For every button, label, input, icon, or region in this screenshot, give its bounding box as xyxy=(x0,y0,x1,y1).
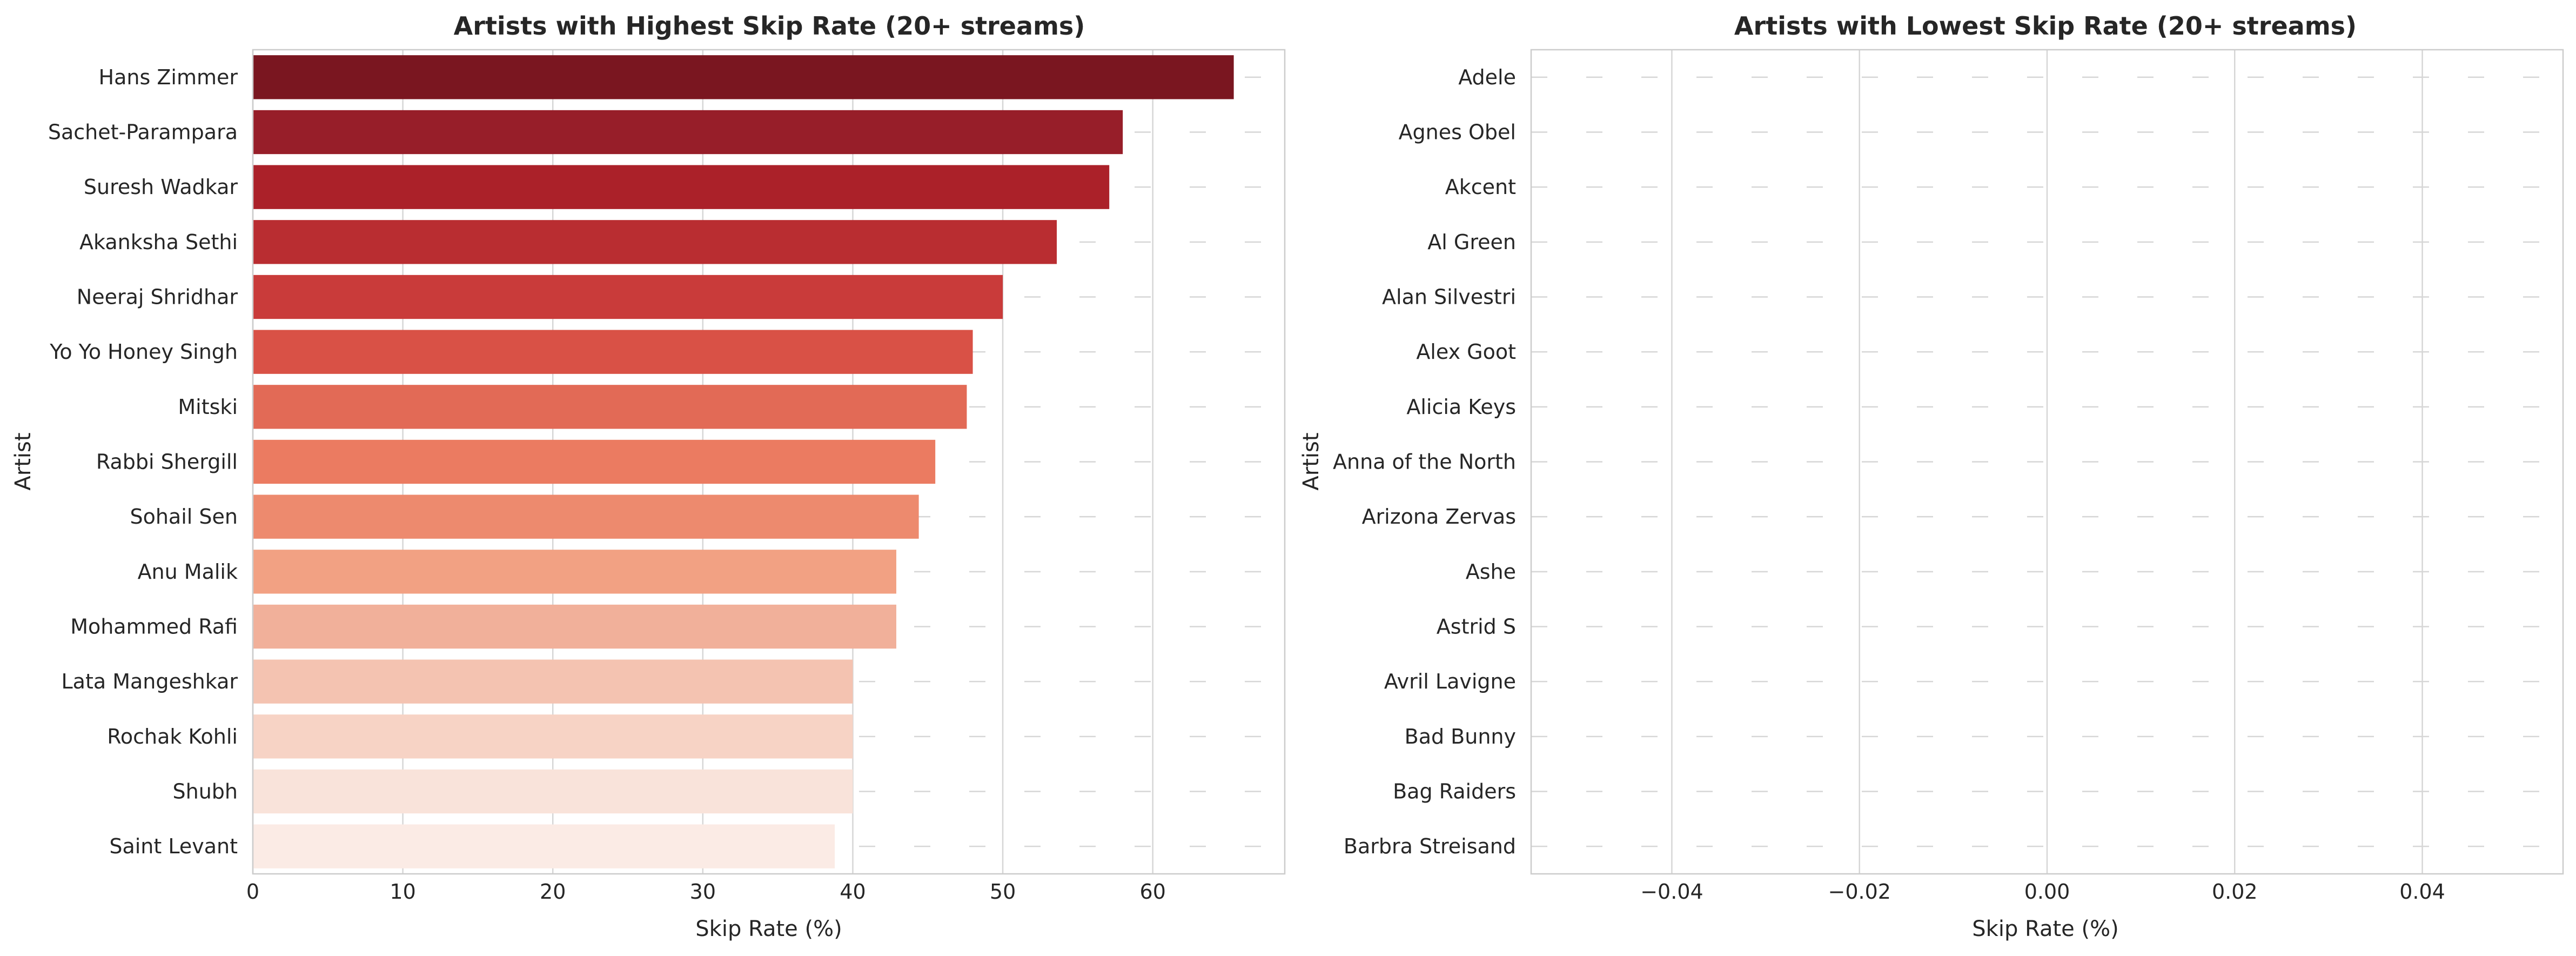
bar xyxy=(253,330,973,374)
bar xyxy=(253,824,835,868)
x-tick-label: −0.02 xyxy=(1828,880,1891,904)
x-tick-label: 50 xyxy=(990,880,1016,904)
y-tick-label: Alan Silvestri xyxy=(1382,285,1516,309)
bar xyxy=(253,110,1123,155)
y-tick-label: Alex Goot xyxy=(1416,340,1516,364)
y-tick-label: Bag Raiders xyxy=(1393,780,1516,804)
bar xyxy=(253,604,896,649)
x-tick-label: 10 xyxy=(390,880,415,904)
bar xyxy=(253,385,967,429)
chart-title: Artists with Highest Skip Rate (20+ stre… xyxy=(454,11,1085,41)
y-tick-label: Suresh Wadkar xyxy=(84,175,238,199)
y-tick-label: Anu Malik xyxy=(138,560,238,584)
y-tick-labels: Hans Zimmer Sachet-Parampara Suresh Wadkar… xyxy=(48,65,238,858)
x-tick-label: 40 xyxy=(840,880,866,904)
y-tick-label: Akcent xyxy=(1445,175,1516,199)
bar xyxy=(253,494,919,539)
y-tick-label: Alicia Keys xyxy=(1406,395,1516,419)
bar xyxy=(253,275,1003,319)
plot-frame xyxy=(1530,49,2564,875)
bar xyxy=(253,55,1234,99)
y-tick-label: Neeraj Shridhar xyxy=(77,285,238,309)
y-tick-label: Barbra Streisand xyxy=(1344,834,1516,858)
plot-frame xyxy=(252,49,1286,875)
y-tick-labels: Adele Agnes Obel Akcent Al Green Alan Silves… xyxy=(1333,65,1516,858)
y-tick-label: Anna of the North xyxy=(1333,450,1516,474)
bar xyxy=(253,439,936,484)
y-axis-label: Artist xyxy=(11,432,36,490)
x-tick-label: 30 xyxy=(690,880,716,904)
x-tick-labels: 0 10 20 30 40 50 60 xyxy=(246,880,1166,904)
x-tick-label: 60 xyxy=(1140,880,1166,904)
x-tick-label: 0.02 xyxy=(2212,880,2258,904)
y-tick-label: Rochak Kohli xyxy=(107,725,238,748)
y-tick-label: Arizona Zervas xyxy=(1362,505,1516,529)
y-tick-label: Hans Zimmer xyxy=(99,65,238,89)
y-tick-label: Shubh xyxy=(173,780,238,804)
chart-title: Artists with Lowest Skip Rate (20+ strea… xyxy=(1734,11,2357,41)
y-tick-label: Avril Lavigne xyxy=(1384,670,1516,693)
y-tick-label: Al Green xyxy=(1427,230,1516,254)
y-tick-label: Bad Bunny xyxy=(1405,725,1516,748)
y-tick-label: Rabbi Shergill xyxy=(96,450,238,474)
lowest-skip-rate-chart: Artists with Lowest Skip Rate (20+ strea… xyxy=(1299,11,2564,941)
bar xyxy=(253,220,1057,264)
x-axis-label: Skip Rate (%) xyxy=(1972,917,2118,941)
bar xyxy=(253,659,853,704)
x-tick-label: 0.00 xyxy=(2024,880,2070,904)
y-tick-label: Sohail Sen xyxy=(130,505,238,529)
y-tick-label: Lata Mangeshkar xyxy=(61,670,238,693)
y-tick-label: Akanksha Sethi xyxy=(79,230,238,254)
gridlines xyxy=(1531,50,2563,874)
bar xyxy=(253,714,853,759)
bars xyxy=(253,55,1234,868)
bar xyxy=(253,550,896,594)
bar xyxy=(253,165,1110,209)
y-tick-label: Sachet-Parampara xyxy=(48,121,238,144)
x-tick-label: −0.04 xyxy=(1640,880,1703,904)
y-axis-label: Artist xyxy=(1299,432,1324,490)
y-tick-label: Yo Yo Honey Singh xyxy=(49,340,238,364)
y-tick-label: Ashe xyxy=(1466,560,1516,584)
x-tick-label: 0 xyxy=(246,880,259,904)
x-tick-labels: −0.04 −0.02 0.00 0.02 0.04 xyxy=(1640,880,2445,904)
y-tick-label: Agnes Obel xyxy=(1399,121,1516,144)
y-tick-label: Astrid S xyxy=(1437,615,1516,639)
x-axis-label: Skip Rate (%) xyxy=(695,917,842,941)
y-tick-label: Mitski xyxy=(178,395,238,419)
x-tick-label: 0.04 xyxy=(2399,880,2445,904)
bar xyxy=(253,769,853,814)
y-tick-label: Saint Levant xyxy=(109,834,238,858)
highest-skip-rate-chart: Artists with Highest Skip Rate (20+ stre… xyxy=(11,11,1286,941)
x-tick-label: 20 xyxy=(540,880,566,904)
y-tick-label: Adele xyxy=(1458,65,1516,89)
y-tick-label: Mohammed Rafi xyxy=(70,615,238,639)
